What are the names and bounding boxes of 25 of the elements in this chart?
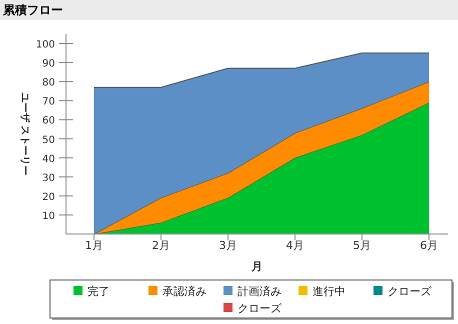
x-tick-label: 4月: [286, 239, 304, 252]
legend-label: 進行中: [312, 285, 346, 298]
y-tick-label: 20: [42, 192, 55, 203]
x-axis-title: 月: [250, 260, 262, 273]
legend-label: 計画済み: [238, 285, 282, 298]
legend-label: クローズ: [388, 285, 432, 298]
y-tick-label: 40: [42, 154, 55, 165]
x-tick-label: 2月: [152, 239, 170, 252]
x-tick-label: 6月: [420, 239, 438, 252]
y-tick-label: 80: [42, 78, 55, 89]
chart-title: 累積フロー: [2, 3, 63, 17]
x-tick-label: 1月: [85, 239, 103, 252]
x-tick-label: 5月: [353, 239, 371, 252]
legend-label: クローズ: [238, 302, 282, 315]
y-tick-label: 50: [42, 134, 55, 146]
y-axis-title: ユーザ ストーリー: [19, 92, 31, 176]
y-tick-label: 60: [42, 116, 55, 127]
y-tick-label: 70: [42, 96, 55, 108]
legend-label: 完了: [88, 285, 110, 298]
y-tick-label: 100: [36, 40, 55, 51]
x-tick-label: 3月: [219, 239, 237, 252]
y-tick-label: 10: [42, 210, 55, 222]
y-tick-label: 90: [42, 58, 55, 70]
legend-label: 承認済み: [162, 285, 206, 298]
y-tick-label: 30: [42, 172, 55, 184]
